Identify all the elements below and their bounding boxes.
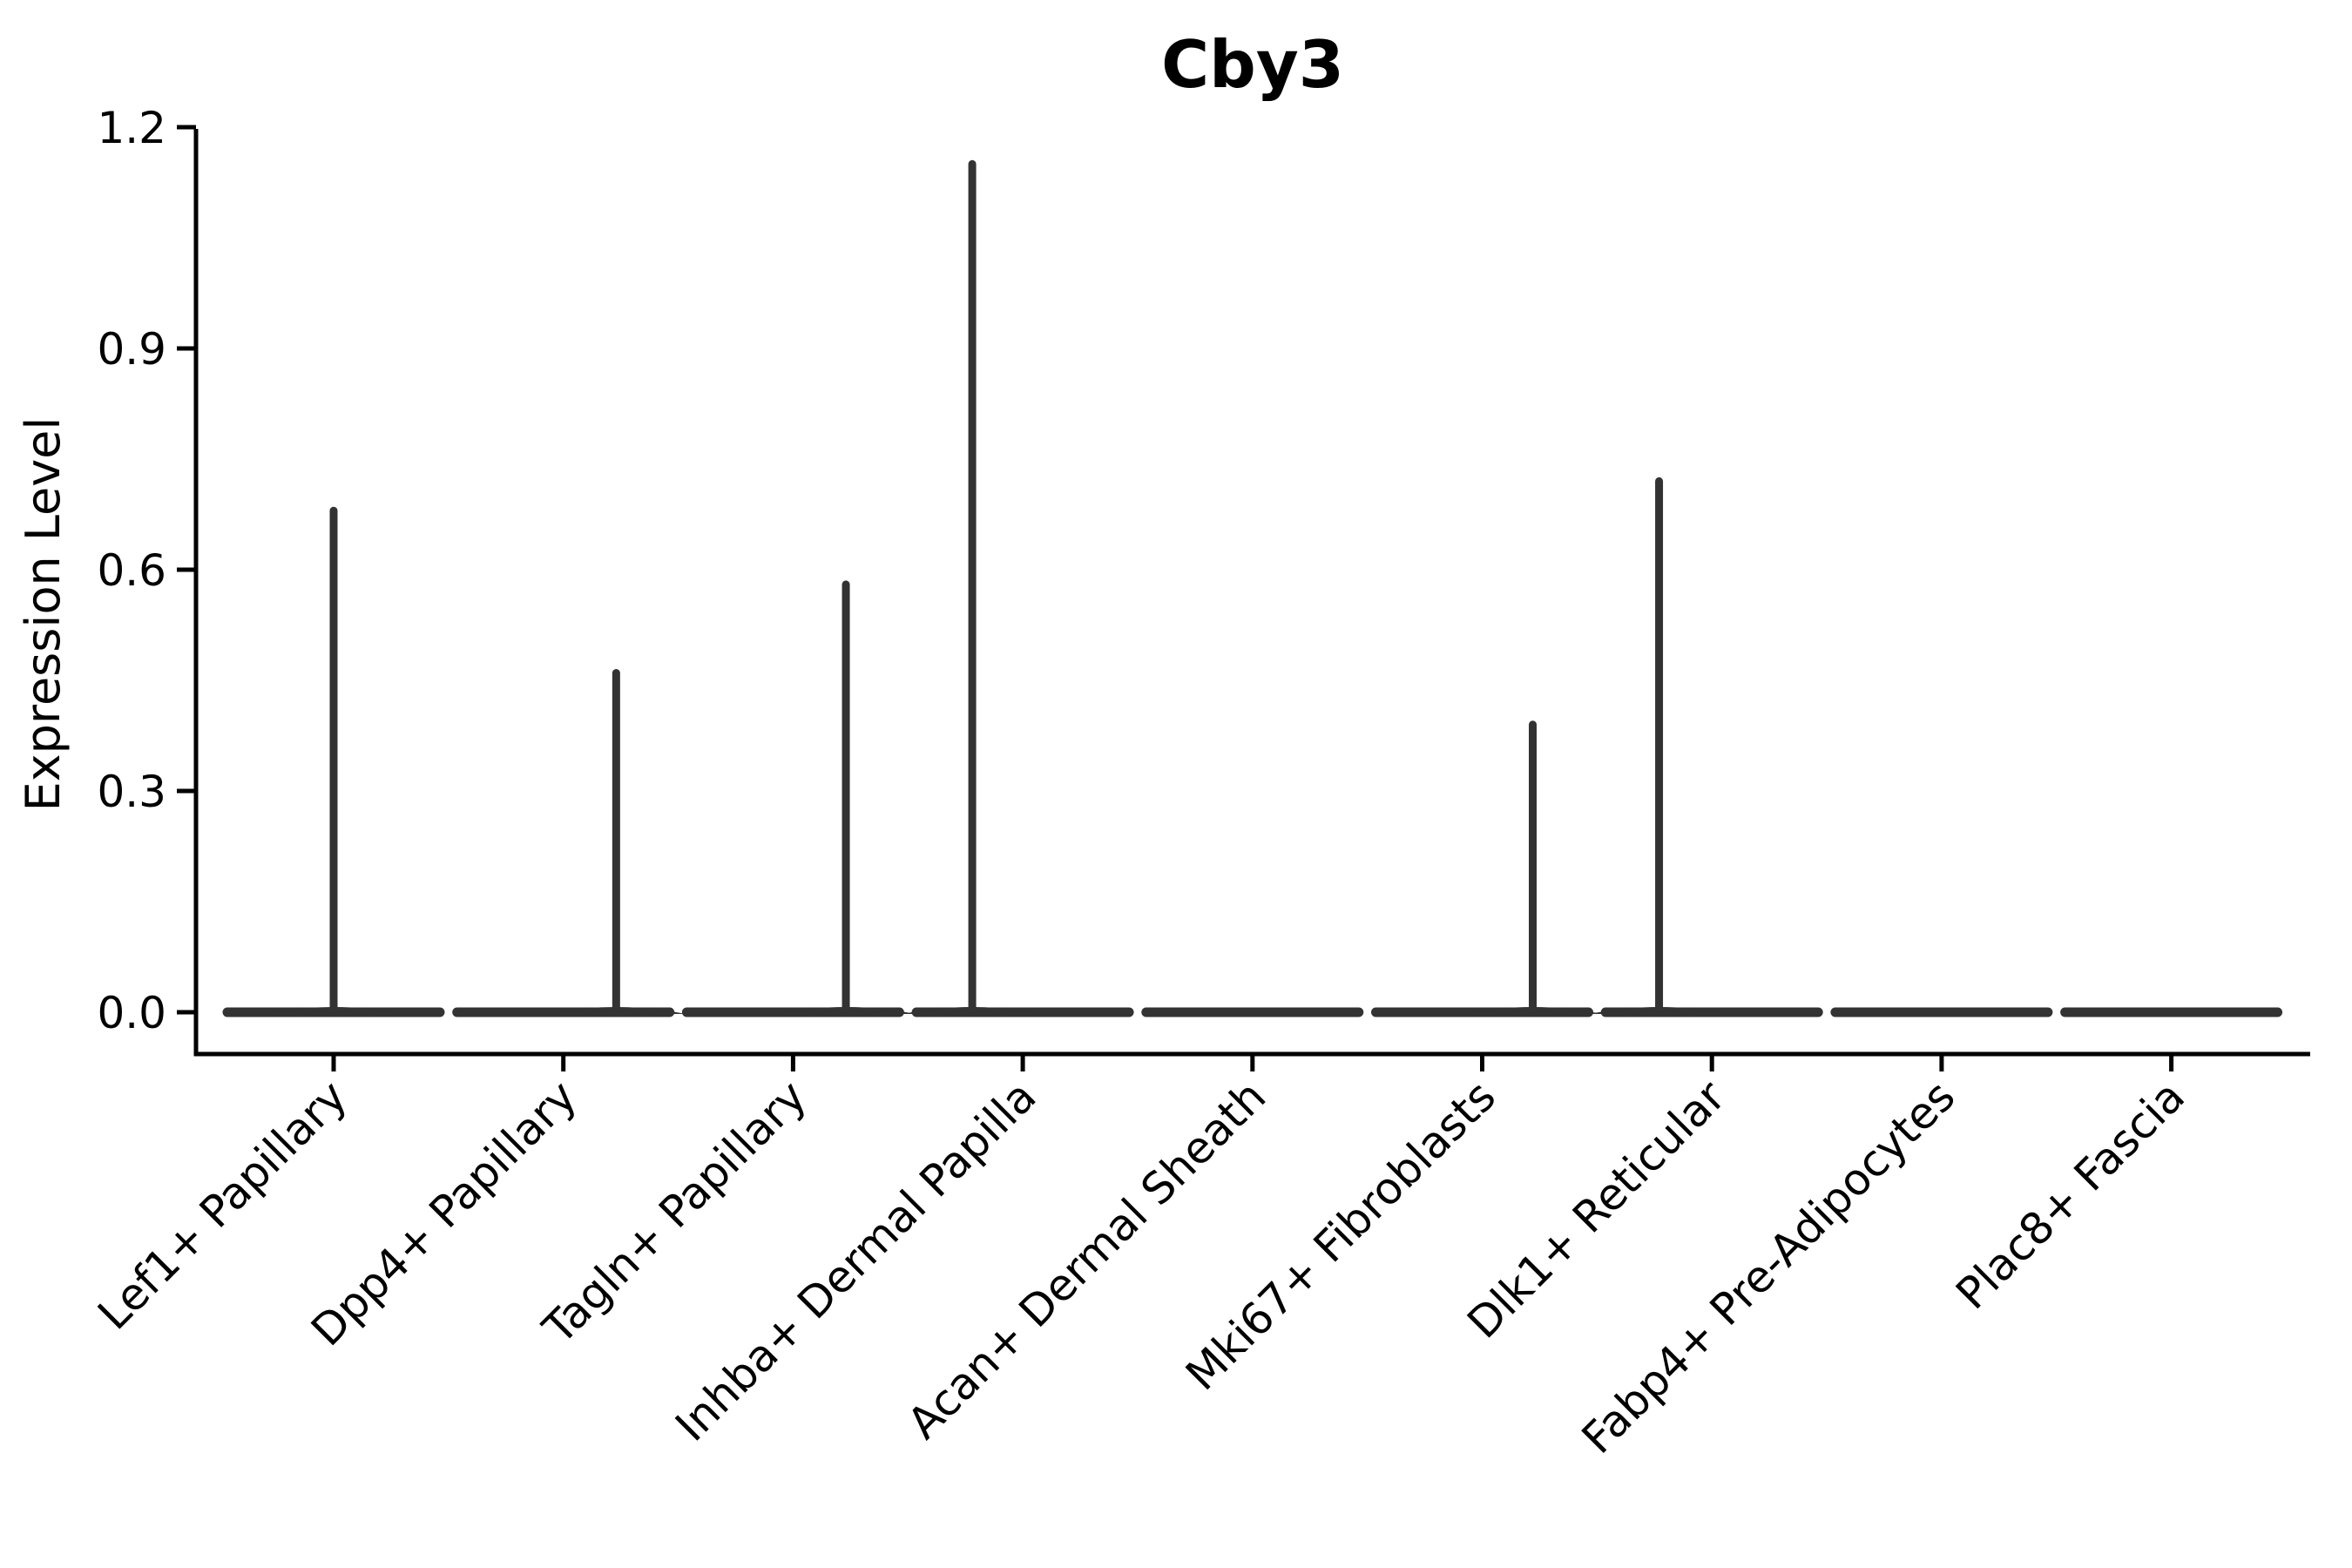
violin bbox=[681, 580, 916, 1017]
y-tick-label: 0.6 bbox=[97, 545, 166, 596]
violin bbox=[452, 669, 686, 1017]
y-tick-label: 0.3 bbox=[97, 767, 166, 817]
violin-series-layer bbox=[222, 159, 2283, 1017]
violin bbox=[1589, 476, 1823, 1017]
y-axis-label: Expression Level bbox=[16, 417, 71, 812]
axes-layer bbox=[177, 125, 2310, 1071]
y-tick-label: 1.2 bbox=[97, 103, 166, 153]
x-tick-label: Lef1+ Papillary bbox=[88, 1071, 356, 1339]
chart-title: Cby3 bbox=[1161, 26, 1344, 103]
x-tick-label: Plac8+ Fascia bbox=[1946, 1071, 2194, 1319]
y-tick-label: 0.9 bbox=[97, 324, 166, 375]
violin bbox=[902, 159, 1134, 1017]
y-tick-label: 0.0 bbox=[97, 988, 166, 1038]
violin bbox=[222, 506, 445, 1017]
x-tick-label: Fabp4+ Pre-Adipocytes bbox=[1572, 1071, 1965, 1463]
violin bbox=[1371, 720, 1603, 1017]
